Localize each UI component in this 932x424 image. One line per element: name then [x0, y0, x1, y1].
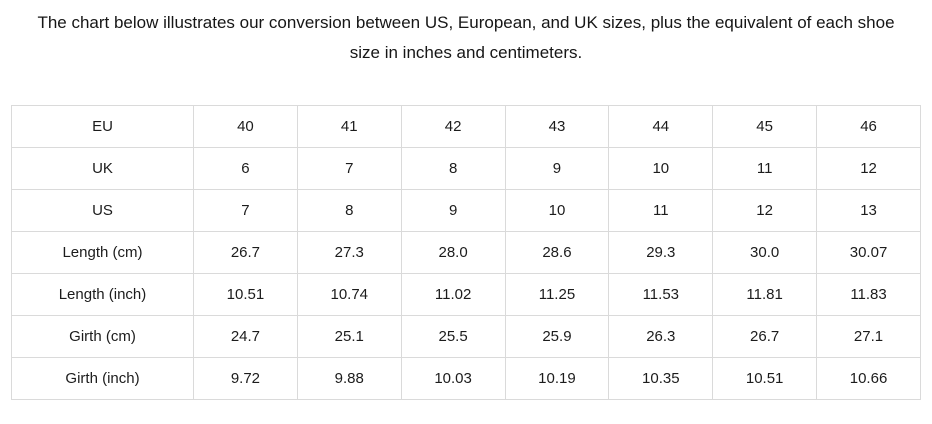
row-label: Length (inch)	[11, 273, 194, 316]
table-cell: 41	[296, 105, 402, 148]
table-cell: 26.7	[193, 231, 298, 274]
table-cell: 10.51	[193, 273, 298, 316]
size-conversion-table: EU 40 41 42 43 44 45 46 UK 6 7 8 9 10 11 12 US 7 8 9 10 11 12 1…	[11, 105, 921, 400]
table-row: Girth (cm) 24.7 25.1 25.5 25.9 26.3 26.7 27.1	[11, 315, 921, 358]
table-cell: 28.0	[400, 231, 506, 274]
table-cell: 12	[816, 147, 921, 190]
row-label: EU	[11, 105, 194, 148]
size-conversion-table-container: EU 40 41 42 43 44 45 46 UK 6 7 8 9 10 11 12 US 7 8 9 10 11 12 1…	[11, 105, 921, 400]
table-cell: 28.6	[504, 231, 610, 274]
table-row: UK 6 7 8 9 10 11 12	[11, 147, 921, 190]
table-cell: 7	[193, 189, 298, 232]
table-cell: 11	[712, 147, 818, 190]
table-cell: 9.72	[193, 357, 298, 400]
table-cell: 7	[296, 147, 402, 190]
table-cell: 42	[400, 105, 506, 148]
table-cell: 6	[193, 147, 298, 190]
table-cell: 10.35	[608, 357, 714, 400]
table-cell: 10.19	[504, 357, 610, 400]
table-cell: 11	[608, 189, 714, 232]
table-cell: 26.3	[608, 315, 714, 358]
table-cell: 8	[400, 147, 506, 190]
table-cell: 8	[296, 189, 402, 232]
table-cell: 27.1	[816, 315, 921, 358]
table-row: Length (cm) 26.7 27.3 28.0 28.6 29.3 30.0 30.07	[11, 231, 921, 274]
table-cell: 10.74	[296, 273, 402, 316]
table-row: Length (inch) 10.51 10.74 11.02 11.25 11.53 11…	[11, 273, 921, 316]
table-cell: 27.3	[296, 231, 402, 274]
table-cell: 29.3	[608, 231, 714, 274]
table-cell: 44	[608, 105, 714, 148]
table-cell: 9.88	[296, 357, 402, 400]
row-label: Length (cm)	[11, 231, 194, 274]
table-cell: 25.1	[296, 315, 402, 358]
table-cell: 10	[504, 189, 610, 232]
table-cell: 9	[504, 147, 610, 190]
table-cell: 13	[816, 189, 921, 232]
table-cell: 30.0	[712, 231, 818, 274]
table-cell: 11.53	[608, 273, 714, 316]
table-cell: 26.7	[712, 315, 818, 358]
table-cell: 11.02	[400, 273, 506, 316]
page-heading: The chart below illustrates our conversi…	[37, 13, 895, 62]
table-cell: 9	[400, 189, 506, 232]
table-row: US 7 8 9 10 11 12 13	[11, 189, 921, 232]
row-label: US	[11, 189, 194, 232]
table-cell: 11.25	[504, 273, 610, 316]
table-cell: 12	[712, 189, 818, 232]
table-row: EU 40 41 42 43 44 45 46	[11, 105, 921, 148]
table-cell: 10.51	[712, 357, 818, 400]
table-cell: 25.5	[400, 315, 506, 358]
row-label: Girth (cm)	[11, 315, 194, 358]
table-row: Girth (inch) 9.72 9.88 10.03 10.19 10.35 10.51…	[11, 357, 921, 400]
table-cell: 24.7	[193, 315, 298, 358]
table-cell: 10.03	[400, 357, 506, 400]
row-label: Girth (inch)	[11, 357, 194, 400]
table-cell: 30.07	[816, 231, 921, 274]
table-cell: 11.83	[816, 273, 921, 316]
table-cell: 46	[816, 105, 921, 148]
table-cell: 45	[712, 105, 818, 148]
table-cell: 25.9	[504, 315, 610, 358]
table-cell: 11.81	[712, 273, 818, 316]
row-label: UK	[11, 147, 194, 190]
table-cell: 40	[193, 105, 298, 148]
table-cell: 10.66	[816, 357, 921, 400]
table-cell: 43	[504, 105, 610, 148]
table-cell: 10	[608, 147, 714, 190]
size-table-body: EU 40 41 42 43 44 45 46 UK 6 7 8 9 10 11 12 US 7 8 9 10 11 12 1…	[11, 105, 921, 400]
